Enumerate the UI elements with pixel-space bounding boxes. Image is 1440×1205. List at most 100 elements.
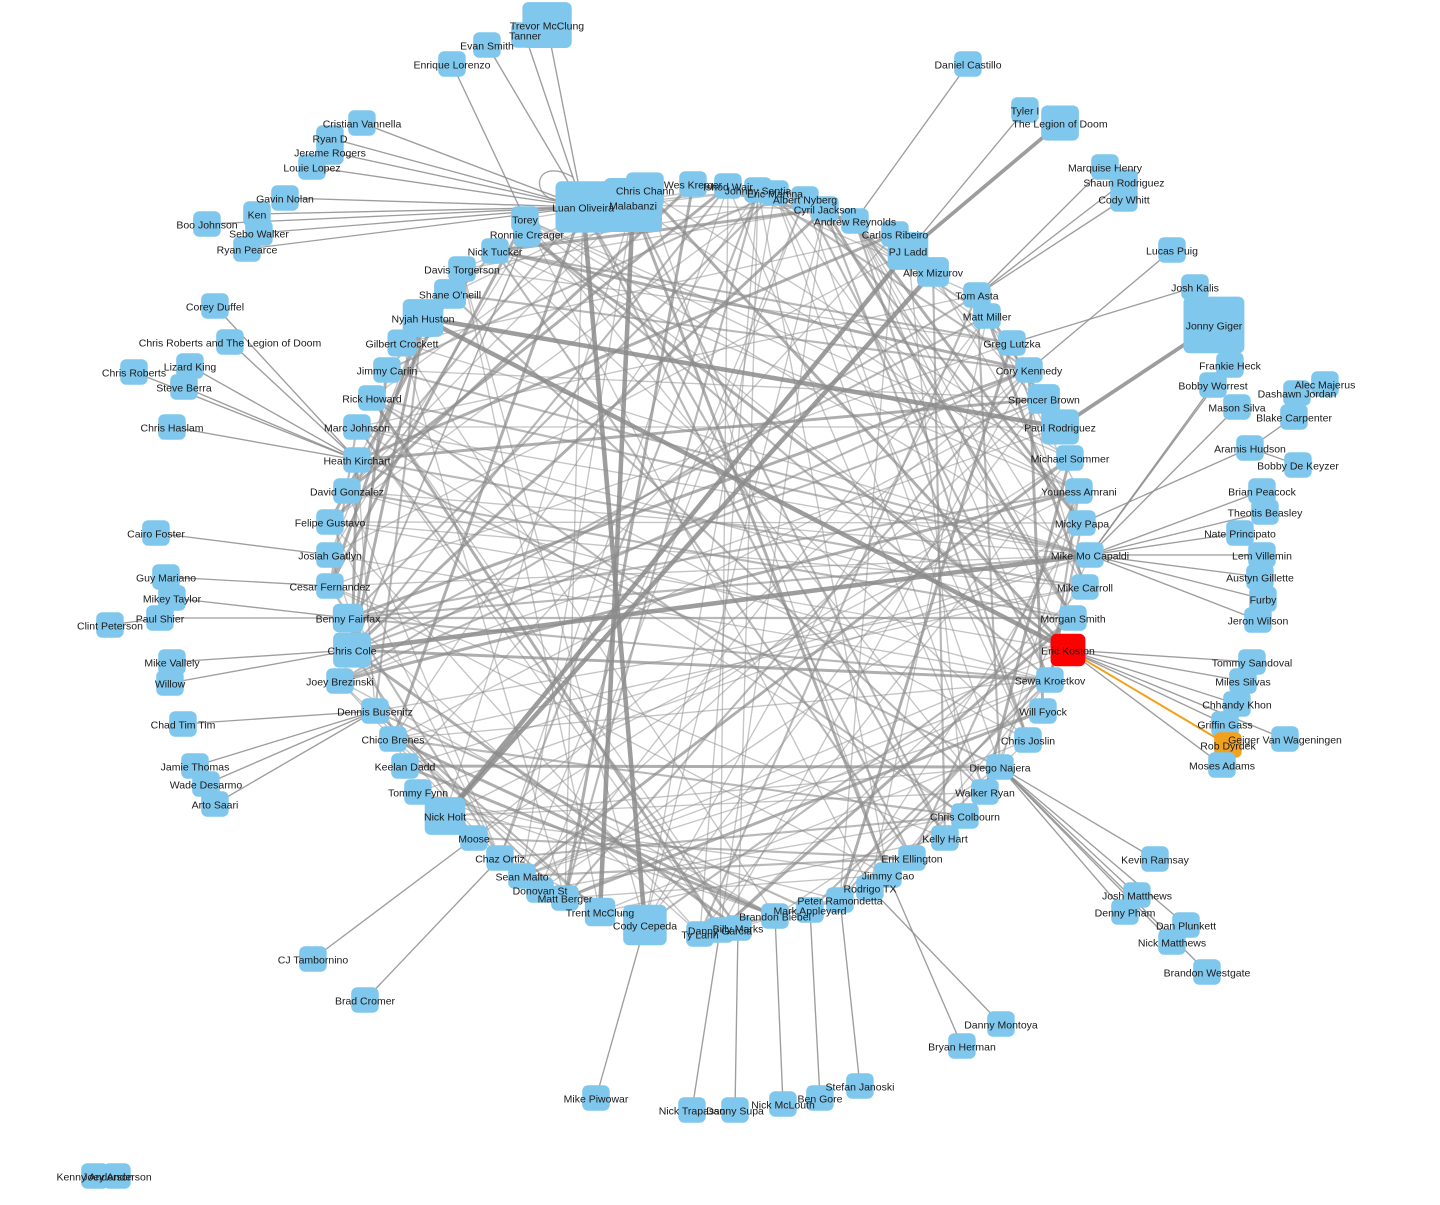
svg-text:Chris Roberts: Chris Roberts xyxy=(102,367,166,379)
svg-text:Mike Mo Capaldi: Mike Mo Capaldi xyxy=(1051,550,1129,562)
svg-text:Tom Asta: Tom Asta xyxy=(955,290,998,302)
svg-text:Sebo Walker: Sebo Walker xyxy=(229,228,289,240)
svg-text:Davis Torgerson: Davis Torgerson xyxy=(424,264,500,276)
svg-text:Frankie Heck: Frankie Heck xyxy=(1199,360,1262,372)
svg-text:Luan Oliveira: Luan Oliveira xyxy=(552,202,614,214)
svg-text:Rob Dyrdek: Rob Dyrdek xyxy=(1200,740,1256,752)
svg-text:Bryan Herman: Bryan Herman xyxy=(928,1041,996,1053)
svg-text:Aramis Hudson: Aramis Hudson xyxy=(1214,443,1286,455)
svg-text:Marquise Henry: Marquise Henry xyxy=(1068,162,1143,174)
svg-text:Jimmy Carlin: Jimmy Carlin xyxy=(357,365,418,377)
svg-text:Torey: Torey xyxy=(512,214,538,226)
svg-text:Cody Cepeda: Cody Cepeda xyxy=(613,920,677,932)
svg-text:Brandon Biebel: Brandon Biebel xyxy=(739,911,811,923)
svg-text:Paul Rodriguez: Paul Rodriguez xyxy=(1024,422,1096,434)
svg-text:Enrique Lorenzo: Enrique Lorenzo xyxy=(413,59,490,71)
svg-text:Jimmy Cao: Jimmy Cao xyxy=(862,870,915,882)
svg-text:Blake Carpenter: Blake Carpenter xyxy=(1256,412,1332,424)
svg-text:Chad Tim Tim: Chad Tim Tim xyxy=(151,719,216,731)
svg-text:Ronnie Creager: Ronnie Creager xyxy=(490,229,565,241)
svg-text:Jeron Wilson: Jeron Wilson xyxy=(1228,615,1289,627)
svg-text:Carlos Ribeiro: Carlos Ribeiro xyxy=(862,229,929,241)
svg-text:Arto Saari: Arto Saari xyxy=(192,799,239,811)
svg-text:Dashawn Jordan: Dashawn Jordan xyxy=(1258,388,1337,400)
svg-text:Youness Amrani: Youness Amrani xyxy=(1041,486,1117,498)
svg-text:Nick Matthews: Nick Matthews xyxy=(1138,937,1206,949)
svg-text:Chico Brenes: Chico Brenes xyxy=(361,734,424,746)
svg-text:Malabanzi: Malabanzi xyxy=(609,200,657,212)
svg-text:Bobby Worrest: Bobby Worrest xyxy=(1178,380,1247,392)
svg-text:Paul Shier: Paul Shier xyxy=(136,613,185,625)
svg-text:Jereme Rogers: Jereme Rogers xyxy=(294,147,366,159)
svg-text:Mikey Taylor: Mikey Taylor xyxy=(143,593,202,605)
svg-text:Micky Papa: Micky Papa xyxy=(1055,518,1109,530)
svg-text:Corey Duffel: Corey Duffel xyxy=(186,301,244,313)
svg-text:Brian Peacock: Brian Peacock xyxy=(1228,486,1296,498)
svg-text:Spencer Brown: Spencer Brown xyxy=(1008,394,1080,406)
svg-text:Erik Ellington: Erik Ellington xyxy=(881,853,942,865)
svg-text:Gilbert Crockett: Gilbert Crockett xyxy=(366,338,439,350)
svg-text:Rick Howard: Rick Howard xyxy=(342,393,402,405)
svg-text:Sewa Kroetkov: Sewa Kroetkov xyxy=(1015,675,1086,687)
svg-text:Andrew Reynolds: Andrew Reynolds xyxy=(814,216,896,228)
svg-text:Shane O'neill: Shane O'neill xyxy=(419,289,481,301)
svg-text:Joey Anderson: Joey Anderson xyxy=(82,1171,152,1183)
svg-text:Lucas Puig: Lucas Puig xyxy=(1146,245,1198,257)
svg-text:Nick Holt: Nick Holt xyxy=(424,811,466,823)
svg-text:Diego Najera: Diego Najera xyxy=(969,762,1030,774)
svg-text:Josh Matthews: Josh Matthews xyxy=(1102,890,1172,902)
svg-text:Bobby De Keyzer: Bobby De Keyzer xyxy=(1257,460,1339,472)
svg-text:Cyril Jackson: Cyril Jackson xyxy=(794,204,857,216)
svg-text:Cairo Foster: Cairo Foster xyxy=(127,528,185,540)
svg-text:Dan Plunkett: Dan Plunkett xyxy=(1156,920,1216,932)
svg-text:Billy Marks: Billy Marks xyxy=(713,923,764,935)
svg-text:Eric Koston: Eric Koston xyxy=(1041,645,1095,657)
svg-text:PJ Ladd: PJ Ladd xyxy=(889,246,928,258)
svg-text:Furby: Furby xyxy=(1250,594,1278,606)
svg-text:Cesar Fernandez: Cesar Fernandez xyxy=(289,581,370,593)
svg-text:Morgan Smith: Morgan Smith xyxy=(1040,613,1106,625)
svg-text:David Gonzalez: David Gonzalez xyxy=(310,486,384,498)
svg-text:Josiah Gatlyn: Josiah Gatlyn xyxy=(298,550,362,562)
svg-text:Keelan Dadd: Keelan Dadd xyxy=(375,761,436,773)
svg-text:Stefan Janoski: Stefan Janoski xyxy=(826,1081,895,1093)
svg-text:Ryan D: Ryan D xyxy=(312,133,347,145)
svg-text:Shaun Rodriguez: Shaun Rodriguez xyxy=(1083,177,1164,189)
svg-text:Heath Kirchart: Heath Kirchart xyxy=(323,455,390,467)
svg-text:Clint Peterson: Clint Peterson xyxy=(77,620,143,632)
svg-text:Matt Miller: Matt Miller xyxy=(963,311,1012,323)
svg-text:Danny Montoya: Danny Montoya xyxy=(964,1019,1038,1031)
svg-text:Brad Cromer: Brad Cromer xyxy=(335,995,396,1007)
svg-text:The Legion of Doom: The Legion of Doom xyxy=(1012,118,1107,130)
svg-text:Walker Ryan: Walker Ryan xyxy=(955,787,1015,799)
svg-text:Steve Berra: Steve Berra xyxy=(156,382,212,394)
svg-text:Chris Roberts and The Legion o: Chris Roberts and The Legion of Doom xyxy=(139,337,322,349)
svg-text:Wade Desarmo: Wade Desarmo xyxy=(170,779,243,791)
svg-text:Kelly Hart: Kelly Hart xyxy=(922,833,968,845)
svg-text:Chris Chann: Chris Chann xyxy=(616,185,675,197)
svg-text:Chhandy Khon: Chhandy Khon xyxy=(1202,699,1272,711)
svg-text:Jamie Thomas: Jamie Thomas xyxy=(161,761,230,773)
svg-text:Lizard King: Lizard King xyxy=(164,361,217,373)
svg-text:Alex Mizurov: Alex Mizurov xyxy=(903,267,964,279)
svg-text:Greg Lutzka: Greg Lutzka xyxy=(983,338,1040,350)
svg-text:Austyn Gillette: Austyn Gillette xyxy=(1226,572,1294,584)
svg-text:Miles Silvas: Miles Silvas xyxy=(1215,676,1270,688)
svg-text:Nyjah Huston: Nyjah Huston xyxy=(391,313,454,325)
svg-text:Chris Colbourn: Chris Colbourn xyxy=(930,811,1000,823)
svg-text:Rodrigo TX: Rodrigo TX xyxy=(844,883,897,895)
svg-text:CJ Tambornino: CJ Tambornino xyxy=(278,954,349,966)
svg-text:Cory Kennedy: Cory Kennedy xyxy=(996,365,1063,377)
svg-text:Nick Tucker: Nick Tucker xyxy=(468,246,523,258)
svg-text:Benny Fairfax: Benny Fairfax xyxy=(316,613,382,625)
svg-text:Matt Berger: Matt Berger xyxy=(538,893,593,905)
svg-text:Louie Lopez: Louie Lopez xyxy=(283,162,340,174)
svg-text:Chris Cole: Chris Cole xyxy=(327,645,376,657)
svg-text:Kevin Ramsay: Kevin Ramsay xyxy=(1121,854,1189,866)
svg-text:Ryan Pearce: Ryan Pearce xyxy=(217,244,278,256)
svg-text:Willow: Willow xyxy=(155,678,186,690)
svg-text:Cristian Vannella: Cristian Vannella xyxy=(323,118,402,130)
svg-text:Marc Johnson: Marc Johnson xyxy=(324,422,390,434)
svg-text:Evan Smith: Evan Smith xyxy=(460,40,514,52)
svg-text:Dennis Busenitz: Dennis Busenitz xyxy=(337,706,413,718)
